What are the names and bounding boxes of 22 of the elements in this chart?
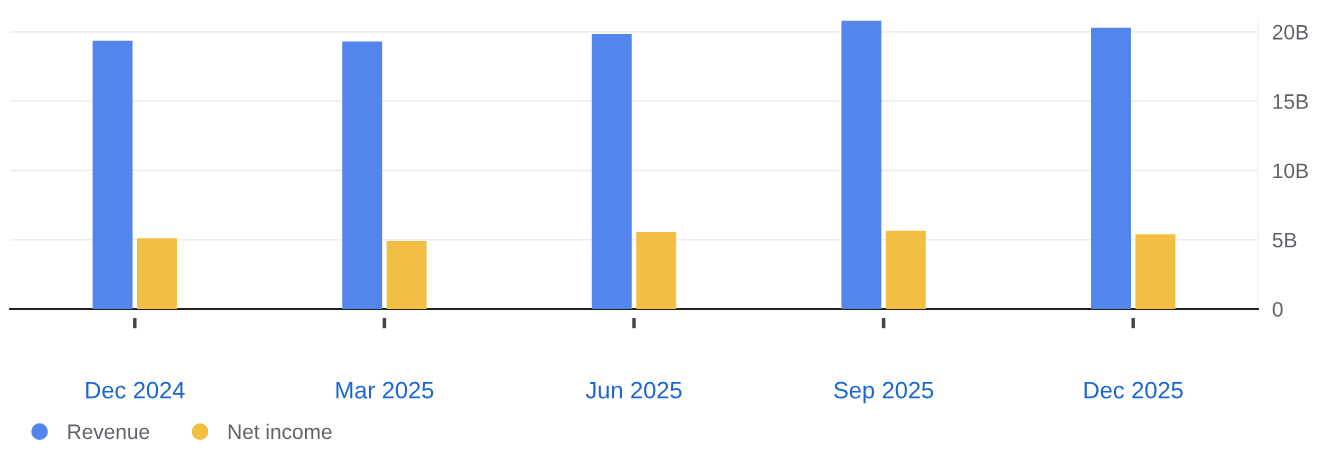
x-tick-label: Dec 2025 [1084, 381, 1183, 399]
y-tick-label: 5B [1272, 232, 1297, 248]
y-tick-label: 10B [1273, 163, 1308, 179]
bar [841, 20, 882, 309]
bar [636, 232, 677, 309]
bar [885, 230, 926, 309]
bar [1135, 234, 1176, 309]
bar [92, 40, 133, 309]
y-tick-label: 20B [1272, 24, 1308, 40]
bar [591, 33, 632, 309]
bar [137, 238, 177, 309]
legend-label: Net income [228, 423, 332, 440]
bar [342, 41, 383, 309]
x-tick-label: Sep 2025 [834, 381, 934, 404]
bar [1091, 27, 1131, 309]
x-tick-label: Dec 2024 [86, 381, 185, 399]
legend-label: Revenue [68, 424, 150, 440]
x-tick-label: Mar 2025 [336, 381, 434, 399]
y-tick-label: 15B [1273, 94, 1308, 109]
bar [386, 241, 427, 309]
y-tick-label: 0 [1272, 302, 1283, 317]
x-tick-label: Jun 2025 [585, 381, 682, 399]
